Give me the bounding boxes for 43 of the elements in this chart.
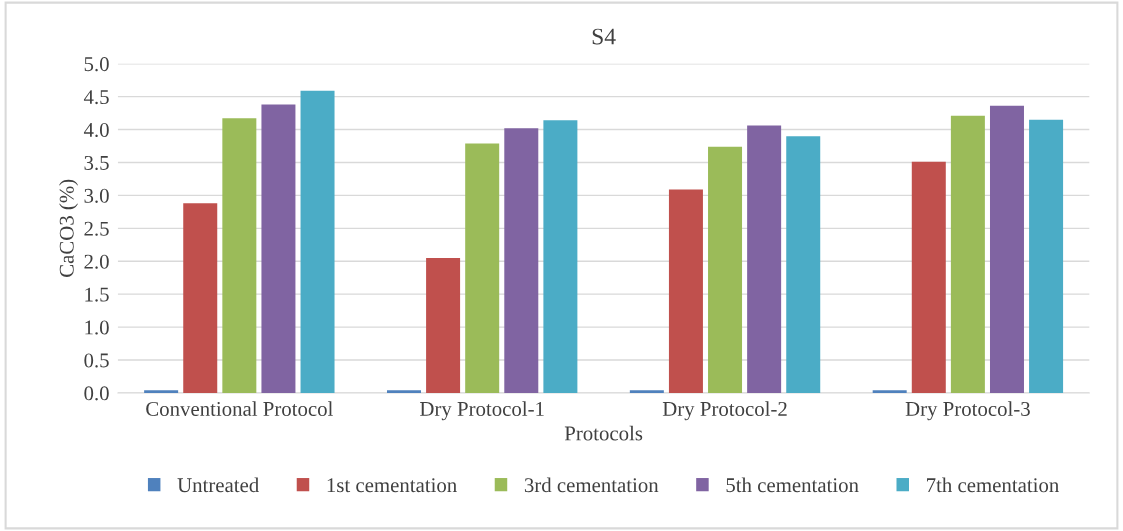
y-tick-label: 1.0 [85, 320, 109, 335]
x-tick-label: Dry Protocol-3 [905, 401, 1030, 421]
y-tick-label: 2.5 [84, 221, 109, 236]
x-tick-label: Conventional Protocol [146, 401, 333, 416]
legend-label: 7th cementation [927, 477, 1059, 493]
bar [465, 143, 500, 393]
bar [300, 90, 335, 393]
bar [426, 257, 461, 393]
bar [668, 189, 703, 393]
y-tick-label: 4.5 [83, 90, 109, 105]
y-tick-label: 0.0 [84, 386, 109, 401]
x-tick-label: Dry Protocol-1 [420, 401, 544, 421]
legend-label: 1st cementation [327, 478, 457, 493]
y-tick-label: 2.0 [84, 254, 109, 269]
bar [1029, 119, 1064, 393]
bar [261, 104, 296, 393]
bar [144, 390, 179, 393]
bar [747, 125, 782, 393]
bar [504, 128, 539, 393]
chart-title: S4 [592, 28, 616, 45]
legend-label: 5th cementation [726, 477, 859, 493]
bar [183, 203, 218, 393]
y-axis-title: CaCO3 (%) [59, 179, 78, 277]
x-tick-label: Dry Protocol-2 [662, 401, 787, 421]
y-tick-label: 1.5 [85, 287, 109, 302]
y-tick-label: 3.0 [84, 188, 109, 203]
y-tick-label: 0.5 [84, 353, 109, 368]
bar [950, 115, 985, 393]
y-tick-label: 5.0 [84, 57, 109, 72]
bar [629, 390, 664, 393]
bar [872, 390, 907, 393]
y-tick-label: 3.5 [84, 155, 109, 171]
bar [222, 118, 257, 393]
x-axis-title: Protocols [564, 425, 643, 441]
legend-label: Untreated [177, 477, 259, 493]
y-tick-label: 4.0 [83, 122, 109, 138]
legend-label: 3rd cementation [524, 477, 659, 493]
bar [386, 390, 421, 393]
bar [911, 161, 946, 393]
bar [708, 146, 743, 393]
bar [543, 120, 578, 393]
bar [786, 136, 821, 393]
bar [989, 105, 1024, 393]
